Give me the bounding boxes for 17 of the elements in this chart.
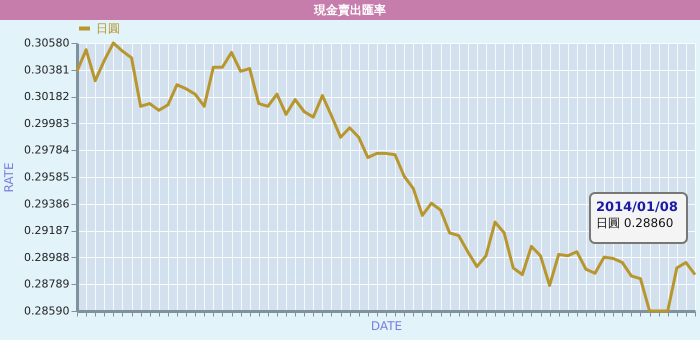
y-tick-label: 0.28789 (24, 278, 70, 291)
annotation: 2014/01/08 日圓 0.28860 (596, 200, 678, 230)
y-tick-label: 0.29784 (24, 144, 70, 157)
y-tick-label: 0.29585 (24, 170, 70, 184)
y-tick-label: 0.28988 (24, 250, 70, 264)
y-axis-title: RATE (2, 162, 16, 193)
chart-title: 現金賣出匯率 (313, 3, 386, 17)
y-tick-label: 0.29187 (24, 224, 70, 238)
y-tick-label: 0.30381 (24, 63, 70, 76)
y-tick-label: 0.30580 (24, 36, 70, 50)
y-tick-label: 0.30182 (24, 90, 70, 104)
x-axis-title: DATE (370, 319, 402, 333)
line-series (76, 42, 696, 312)
legend-label: 日圓 (96, 22, 120, 36)
y-tick-label: 0.29386 (24, 197, 70, 210)
y-tick-label: 0.28590 (24, 304, 70, 318)
y-tick-label: 0.29983 (24, 116, 70, 130)
